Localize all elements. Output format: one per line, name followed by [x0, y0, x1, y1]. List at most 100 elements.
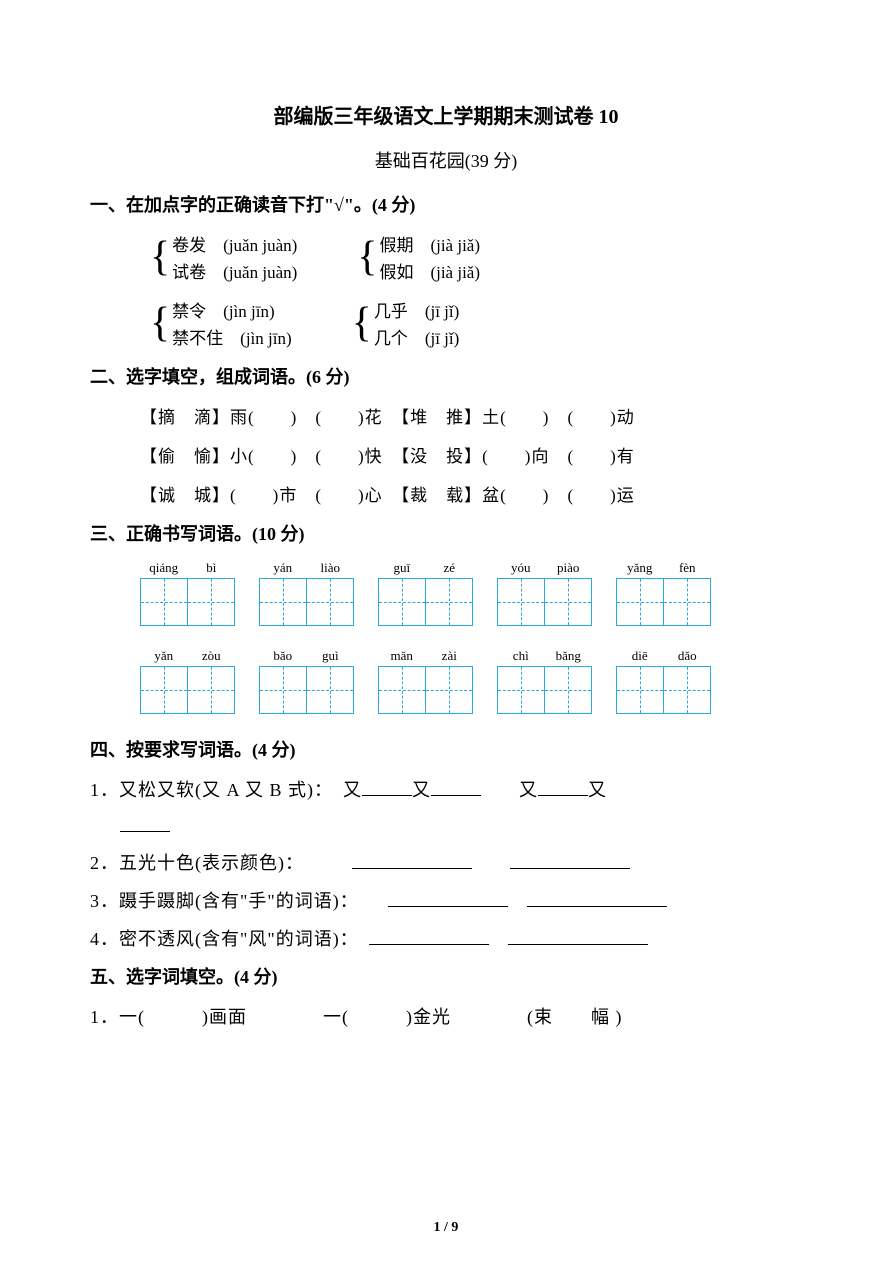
item-text: 蹑手蹑脚(含有"手"的词语)：: [119, 891, 350, 911]
word: 几个: [374, 329, 408, 348]
q1-item: 禁令 (jìn jīn): [172, 297, 291, 322]
q1-heading: 一、在加点字的正确读音下打"√"。(4 分): [90, 191, 802, 217]
word: 卷发: [172, 236, 206, 255]
pinyin: qiáng: [140, 560, 188, 576]
q4-item-1: 1．又松又软(又 A 又 B 式)： 又又 又又: [90, 776, 802, 802]
you-char: 又: [412, 780, 431, 800]
q4-item-2: 2．五光十色(表示颜色)：: [90, 849, 802, 875]
brace-items: 假期 (jià jiǎ) 假如 (jià jiǎ): [379, 231, 480, 283]
q1-group-0: { 卷发 (juǎn juàn) 试卷 (juǎn juàn): [150, 231, 297, 283]
pinyin: piào: [545, 560, 593, 576]
q1-group-1: { 假期 (jià jiǎ) 假如 (jià jiǎ): [357, 231, 480, 283]
blank-line[interactable]: [538, 778, 588, 796]
brace-items: 卷发 (juǎn juàn) 试卷 (juǎn juàn): [172, 231, 297, 283]
pinyin: zài: [426, 648, 474, 664]
word-box: yǎnzòu: [140, 648, 235, 714]
blank-line[interactable]: [510, 851, 630, 869]
q4-heading: 四、按要求写词语。(4 分): [90, 736, 802, 762]
q3-row-1: qiángbì yánliào guīzé yóupiào yǎngfèn: [140, 560, 802, 626]
word-box: bǎoguì: [259, 648, 354, 714]
q1-item: 试卷 (juǎn juàn): [172, 258, 297, 283]
pinyin: bǎng: [545, 648, 593, 664]
q2-heading: 二、选字填空，组成词语。(6 分): [90, 363, 802, 389]
pinyin: liào: [307, 560, 355, 576]
pinyin: zé: [426, 560, 474, 576]
word: 试卷: [172, 263, 206, 282]
word: 几乎: [374, 302, 408, 321]
blank-line[interactable]: [388, 889, 508, 907]
char-cell[interactable]: [140, 578, 188, 626]
item-number: 2．: [90, 853, 119, 873]
char-cell[interactable]: [306, 666, 354, 714]
q1-group-3: { 几乎 (jī jǐ) 几个 (jī jǐ): [352, 297, 460, 349]
blank-line[interactable]: [352, 851, 472, 869]
char-cell[interactable]: [187, 578, 235, 626]
pinyin: (juǎn juàn): [223, 263, 297, 282]
blank-line[interactable]: [508, 927, 648, 945]
q1-row-1: { 卷发 (juǎn juàn) 试卷 (juǎn juàn) { 假期 (ji…: [150, 231, 802, 283]
blank-line[interactable]: [527, 889, 667, 907]
word-box: yóupiào: [497, 560, 592, 626]
brace-icon: {: [352, 302, 372, 344]
word-box: mǎnzài: [378, 648, 473, 714]
pinyin: (jìn jīn): [223, 302, 274, 321]
char-cell[interactable]: [425, 578, 473, 626]
pinyin: bǎo: [259, 648, 307, 664]
pinyin: zòu: [188, 648, 236, 664]
pinyin: bì: [188, 560, 236, 576]
q4-item-1-overflow: [120, 814, 802, 837]
q4-item-4: 4．密不透风(含有"风"的词语)：: [90, 925, 802, 951]
word-box: qiángbì: [140, 560, 235, 626]
q2-line-1: 【摘 滴】雨( ) ( )花 【堆 推】土( ) ( )动: [140, 403, 802, 428]
brace-items: 几乎 (jī jǐ) 几个 (jī jǐ): [374, 297, 459, 349]
pinyin: (jī jǐ): [425, 302, 459, 321]
page-subtitle: 基础百花园(39 分): [90, 147, 802, 173]
char-cell[interactable]: [378, 578, 426, 626]
word: 禁令: [172, 302, 206, 321]
item-text: 五光十色(表示颜色)：: [119, 853, 295, 873]
pinyin: guì: [307, 648, 355, 664]
brace-icon: {: [150, 236, 170, 278]
pinyin: guī: [378, 560, 426, 576]
q1-item: 几乎 (jī jǐ): [374, 297, 459, 322]
item-number: 1．: [90, 1007, 119, 1027]
char-cell[interactable]: [663, 578, 711, 626]
char-cell[interactable]: [425, 666, 473, 714]
pinyin: yǎn: [140, 648, 188, 664]
pinyin: (jià jiǎ): [430, 263, 480, 282]
pinyin: (juǎn juàn): [223, 236, 297, 255]
char-cell[interactable]: [663, 666, 711, 714]
char-cell[interactable]: [378, 666, 426, 714]
char-cell[interactable]: [544, 578, 592, 626]
q2-line-3: 【诚 城】( )市 ( )心 【裁 载】盆( ) ( )运: [140, 481, 802, 506]
you-char: 又: [588, 780, 607, 800]
blank-line[interactable]: [362, 778, 412, 796]
word-box: guīzé: [378, 560, 473, 626]
pinyin: chì: [497, 648, 545, 664]
q1-item: 几个 (jī jǐ): [374, 324, 459, 349]
char-cell[interactable]: [497, 666, 545, 714]
q5-part-c: (束 幅 ): [527, 1007, 623, 1027]
page-container: 部编版三年级语文上学期期末测试卷 10 基础百花园(39 分) 一、在加点字的正…: [0, 0, 892, 1071]
pinyin: dǎo: [664, 648, 712, 664]
q1-row-2: { 禁令 (jìn jīn) 禁不住 (jìn jīn) { 几乎 (jī jǐ…: [150, 297, 802, 349]
char-cell[interactable]: [497, 578, 545, 626]
char-cell[interactable]: [616, 666, 664, 714]
char-cell[interactable]: [306, 578, 354, 626]
q1-item: 卷发 (juǎn juàn): [172, 231, 297, 256]
item-number: 4．: [90, 929, 119, 949]
blank-line[interactable]: [369, 927, 489, 945]
pinyin: yǎng: [616, 560, 664, 576]
char-cell[interactable]: [259, 666, 307, 714]
char-cell[interactable]: [616, 578, 664, 626]
word-box: yǎngfèn: [616, 560, 711, 626]
char-cell[interactable]: [259, 578, 307, 626]
char-cell[interactable]: [544, 666, 592, 714]
q2-line-2: 【偷 愉】小( ) ( )快 【没 投】( )向 ( )有: [140, 442, 802, 467]
char-cell[interactable]: [140, 666, 188, 714]
page-title: 部编版三年级语文上学期期末测试卷 10: [90, 100, 802, 129]
pinyin: yóu: [497, 560, 545, 576]
blank-line[interactable]: [120, 814, 170, 832]
char-cell[interactable]: [187, 666, 235, 714]
blank-line[interactable]: [431, 778, 481, 796]
